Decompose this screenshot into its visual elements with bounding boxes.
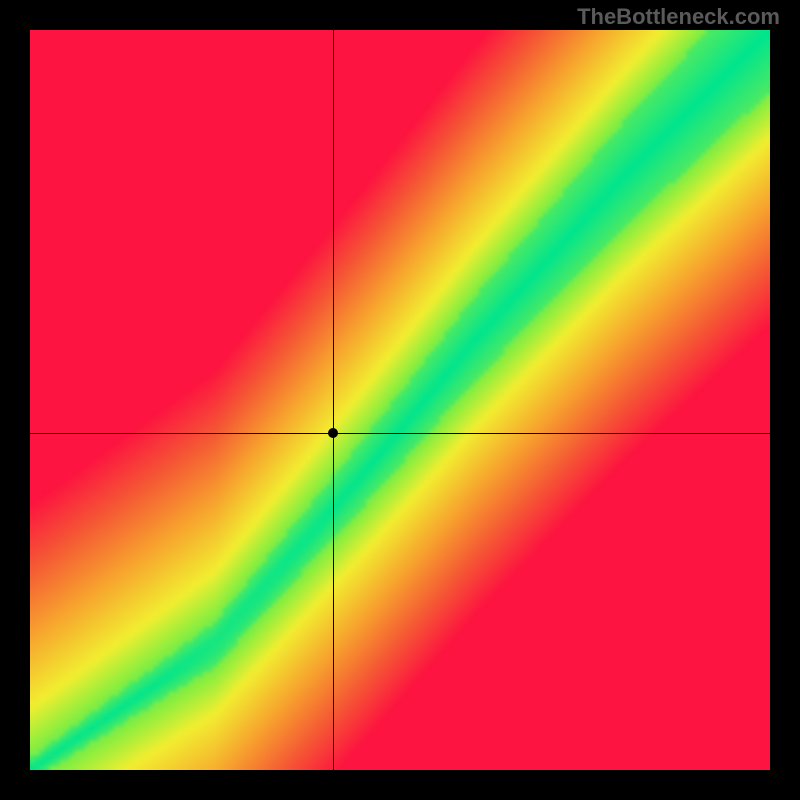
plot-area [30,30,770,770]
marker-point [328,428,338,438]
chart-container: { "watermark": "TheBottleneck.com", "cha… [0,0,800,800]
heatmap-canvas [30,30,770,770]
crosshair-horizontal [30,433,770,434]
crosshair-vertical [333,30,334,770]
watermark-text: TheBottleneck.com [577,4,780,30]
